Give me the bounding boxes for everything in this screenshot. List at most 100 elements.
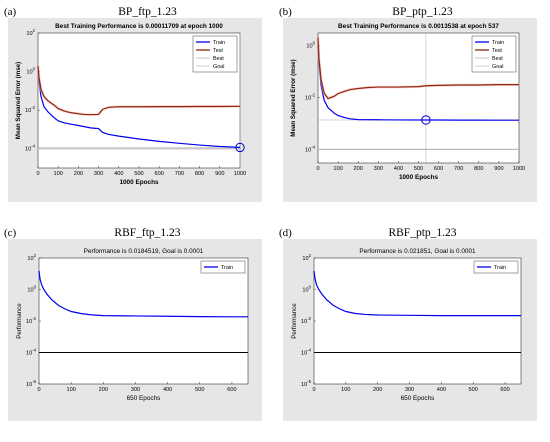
panel-a-x-label: 1000 Epochs [119, 179, 159, 186]
panel-a-series-test [37, 65, 241, 116]
panel-b-series-train [317, 45, 519, 121]
panel-a-x-tick-label: 0 [36, 171, 39, 177]
panel-c-x-label: 650 Epochs [127, 395, 161, 402]
panel-c-x-tick-label: 400 [163, 387, 172, 393]
panel-d-plot-area [313, 257, 522, 385]
panel-b-x-tick-label: 900 [494, 166, 503, 172]
panel-d-series-train [313, 270, 522, 317]
panel-a-x-tick-label: 600 [155, 171, 164, 177]
panel-d-x-tick-label: 400 [437, 387, 446, 393]
panel-a-best-circle [235, 142, 245, 153]
panel-d: Performance is 0.021851, Goal is 0.0001 0… [275, 221, 550, 442]
panel-a-title: Best Training Performance is 0.00011709 … [55, 23, 223, 30]
panel-b-series-test [317, 37, 519, 100]
panel-a-plot: Best Training Performance is 0.00011709 … [8, 18, 262, 202]
panel-a-y-tick-label: 100 [26, 67, 35, 76]
panel-c-y-label: Performance [16, 303, 23, 339]
panel-d-plot: Performance is 0.021851, Goal is 0.0001 0… [283, 239, 537, 421]
panel-b-legend-label-best: Best [492, 56, 503, 62]
panel-a-x-tick-label: 800 [195, 171, 204, 177]
panel-c-legend-label-train: Train [221, 265, 233, 271]
panel-c-y-tick-label: 10-6 [26, 379, 37, 388]
panel-d-x-label: 650 Epochs [401, 395, 435, 402]
panel-b-legend-label-train: Train [492, 40, 504, 46]
panel-c-x-tick-label: 500 [195, 387, 204, 393]
panel-d-label: (d) [279, 227, 292, 239]
panel-b-x-tick-label: 700 [454, 166, 463, 172]
panel-c-legend [200, 260, 246, 274]
panel-d-x-tick-label: 300 [405, 387, 414, 393]
panel-b-x-tick-label: 1000 [513, 166, 525, 172]
panel-a-series-train [37, 71, 241, 148]
panel-d-y-tick-label: 102 [302, 253, 311, 262]
panel-a-x-tick-label: 300 [94, 171, 103, 177]
panel-a: Best Training Performance is 0.00011709 … [0, 0, 275, 221]
panel-c: Performance is 0.0184519, Goal is 0.0001… [0, 221, 275, 442]
panel-c-y-tick-label: 100 [27, 285, 36, 294]
panel-a-legend-label-goal: Goal [213, 64, 224, 70]
panel-c-y-tick-label: 10-4 [26, 348, 37, 357]
panel-a-figure-title: BP_ftp_1.23 [118, 6, 177, 18]
panel-a-x-tick-label: 500 [134, 171, 143, 177]
panel-b-legend-label-goal: Goal [492, 64, 503, 70]
panel-b-x-tick-label: 0 [316, 166, 319, 172]
panel-d-title: Performance is 0.021851, Goal is 0.0001 [359, 248, 476, 255]
panel-d-x-tick-label: 0 [312, 387, 315, 393]
panel-c-x-tick-label: 600 [227, 387, 236, 393]
panel-b-figure-title: BP_ptp_1.23 [392, 6, 453, 18]
panel-a-x-tick-label: 200 [74, 171, 83, 177]
panel-c-title: Performance is 0.0184519, Goal is 0.0001 [84, 248, 204, 255]
panel-b-best-circle [421, 115, 431, 125]
panel-b-y-label: Mean Squared Error (mse) [290, 59, 297, 136]
panel-a-y-tick-label: 102 [26, 28, 35, 37]
panel-a-legend-label-test: Test [213, 48, 223, 54]
panel-d-y-tick-label: 10-2 [301, 316, 312, 325]
panel-d-x-tick-label: 500 [469, 387, 478, 393]
panel-b-y-tick-label: 10-2 [305, 92, 316, 101]
panel-c-figure-title: RBF_ftp_1.23 [114, 227, 181, 239]
panel-b-x-label: 1000 Epochs [399, 174, 439, 181]
panel-b-x-tick-label: 400 [394, 166, 403, 172]
panel-a-label: (a) [4, 6, 17, 18]
panel-c-x-tick-label: 300 [131, 387, 140, 393]
panel-b-plot: Best Training Performance is 0.0013538 a… [283, 18, 537, 202]
panel-d-y-label: Performance [291, 303, 298, 339]
panel-a-x-tick-label: 900 [215, 171, 224, 177]
panel-d-y-tick-label: 10-6 [301, 379, 312, 388]
panel-c-y-tick-label: 102 [27, 253, 36, 262]
panel-a-x-tick-label: 400 [114, 171, 123, 177]
panel-a-y-tick-label: 10-4 [25, 144, 36, 153]
panel-b: Best Training Performance is 0.0013538 a… [275, 0, 550, 221]
panel-c-x-tick-label: 0 [37, 387, 40, 393]
panel-c-plot-area [38, 257, 249, 385]
panel-b-y-tick-label: 10-4 [305, 144, 316, 153]
panel-b-y-tick-label: 100 [306, 40, 315, 49]
panel-d-legend [473, 260, 519, 274]
panel-d-y-tick-label: 10-4 [301, 348, 312, 357]
panel-a-y-label: Mean Squared Error (mse) [15, 62, 22, 139]
panel-a-legend-label-train: Train [213, 40, 225, 46]
panel-b-title: Best Training Performance is 0.0013538 a… [338, 23, 499, 30]
panel-d-figure-title: RBF_ptp_1.23 [388, 227, 457, 239]
panel-b-x-tick-label: 300 [374, 166, 383, 172]
panel-a-x-tick-label: 100 [54, 171, 63, 177]
panel-a-y-tick-label: 10-2 [25, 105, 36, 114]
panel-a-x-tick-label: 700 [175, 171, 184, 177]
panel-b-x-tick-label: 200 [354, 166, 363, 172]
panel-d-y-tick-label: 100 [302, 285, 311, 294]
panel-c-x-tick-label: 100 [66, 387, 75, 393]
panel-d-legend-label-train: Train [494, 265, 506, 271]
panel-c-x-tick-label: 200 [99, 387, 108, 393]
panel-b-label: (b) [279, 6, 292, 18]
panel-c-series-train [38, 270, 249, 318]
panel-b-x-tick-label: 600 [434, 166, 443, 172]
panel-d-x-tick-label: 200 [373, 387, 382, 393]
panel-c-y-tick-label: 10-2 [26, 316, 37, 325]
panel-b-x-tick-label: 100 [333, 166, 342, 172]
panel-b-x-tick-label: 800 [474, 166, 483, 172]
panel-b-legend-label-test: Test [492, 48, 502, 54]
panel-d-x-tick-label: 600 [500, 387, 509, 393]
panel-a-x-tick-label: 1000 [234, 171, 246, 177]
panel-a-legend-label-best: Best [213, 56, 224, 62]
panel-c-plot: Performance is 0.0184519, Goal is 0.0001… [8, 239, 262, 421]
